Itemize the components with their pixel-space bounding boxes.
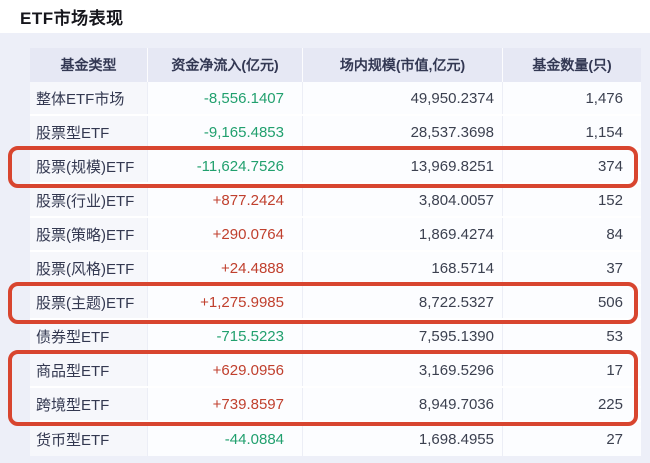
fund-count-cell: 17 [503, 354, 641, 386]
table-row: 货币型ETF -44.0884 1,698.4955 27 [30, 422, 641, 456]
table-row: 股票(规模)ETF -11,624.7526 13,969.8251 374 [30, 150, 641, 184]
table-row: 股票(风格)ETF +24.4888 168.5714 37 [30, 252, 641, 286]
market-value-cell: 8,722.5327 [303, 286, 503, 318]
fund-type-cell: 股票(策略)ETF [30, 218, 148, 250]
table-header-row: 基金类型 资金净流入(亿元) 场内规模(市值,亿元) 基金数量(只) [30, 48, 641, 82]
net-inflow-cell: +24.4888 [148, 252, 303, 284]
market-value-cell: 168.5714 [303, 252, 503, 284]
market-value-cell: 13,969.8251 [303, 150, 503, 182]
table-row: 跨境型ETF +739.8597 8,949.7036 225 [30, 388, 641, 422]
table-row: 债券型ETF -715.5223 7,595.1390 53 [30, 320, 641, 354]
market-value-cell: 3,804.0057 [303, 184, 503, 216]
fund-type-cell: 股票(风格)ETF [30, 252, 148, 284]
column-header: 基金类型 [30, 48, 148, 82]
market-value-cell: 1,869.4274 [303, 218, 503, 250]
fund-type-cell: 股票型ETF [30, 116, 148, 148]
market-value-cell: 49,950.2374 [303, 82, 503, 114]
fund-count-cell: 152 [503, 184, 641, 216]
net-inflow-cell: +1,275.9985 [148, 286, 303, 318]
market-value-cell: 3,169.5296 [303, 354, 503, 386]
market-value-cell: 8,949.7036 [303, 388, 503, 420]
fund-type-cell: 股票(规模)ETF [30, 150, 148, 182]
fund-count-cell: 37 [503, 252, 641, 284]
titlebar: ETF市场表现 [0, 0, 650, 33]
fund-count-cell: 225 [503, 388, 641, 420]
fund-type-cell: 货币型ETF [30, 422, 148, 456]
fund-count-cell: 1,154 [503, 116, 641, 148]
fund-count-cell: 506 [503, 286, 641, 318]
net-inflow-cell: -9,165.4853 [148, 116, 303, 148]
market-value-cell: 28,537.3698 [303, 116, 503, 148]
table-row: 整体ETF市场 -8,556.1407 49,950.2374 1,476 [30, 82, 641, 116]
column-header: 资金净流入(亿元) [148, 48, 303, 82]
column-header: 基金数量(只) [532, 57, 612, 73]
table-row: 股票(主题)ETF +1,275.9985 8,722.5327 506 [30, 286, 641, 320]
net-inflow-cell: -8,556.1407 [148, 82, 303, 114]
column-header: 场内规模(市值,亿元) [303, 48, 503, 82]
table-row: 商品型ETF +629.0956 3,169.5296 17 [30, 354, 641, 388]
fund-type-cell: 股票(主题)ETF [30, 286, 148, 318]
fund-count-cell: 84 [503, 218, 641, 250]
fund-type-cell: 债券型ETF [30, 320, 148, 352]
net-inflow-cell: +739.8597 [148, 388, 303, 420]
fund-count-cell: 27 [503, 422, 641, 456]
market-value-cell: 1,698.4955 [303, 422, 503, 456]
fund-count-cell: 374 [503, 150, 641, 182]
fund-type-cell: 股票(行业)ETF [30, 184, 148, 216]
net-inflow-cell: +290.0764 [148, 218, 303, 250]
table-row: 股票(行业)ETF +877.2424 3,804.0057 152 [30, 184, 641, 218]
net-inflow-cell: +877.2424 [148, 184, 303, 216]
market-value-cell: 7,595.1390 [303, 320, 503, 352]
table-row: 股票型ETF -9,165.4853 28,537.3698 1,154 [30, 116, 641, 150]
fund-type-cell: 跨境型ETF [30, 388, 148, 420]
net-inflow-cell: -11,624.7526 [148, 150, 303, 182]
etf-performance-table: 基金类型 资金净流入(亿元) 场内规模(市值,亿元) 基金数量(只) 整体ETF市场 -… [30, 48, 641, 456]
fund-type-cell: 整体ETF市场 [30, 82, 148, 114]
net-inflow-cell: -44.0884 [148, 422, 303, 456]
net-inflow-cell: -715.5223 [148, 320, 303, 352]
table-body: 整体ETF市场 -8,556.1407 49,950.2374 1,476 股票型ETF… [30, 82, 641, 456]
page-title: ETF市场表现 [20, 9, 124, 28]
fund-count-cell: 1,476 [503, 82, 641, 114]
fund-count-cell: 53 [503, 320, 641, 352]
table-row: 股票(策略)ETF +290.0764 1,869.4274 84 [30, 218, 641, 252]
fund-type-cell: 商品型ETF [30, 354, 148, 386]
net-inflow-cell: +629.0956 [148, 354, 303, 386]
